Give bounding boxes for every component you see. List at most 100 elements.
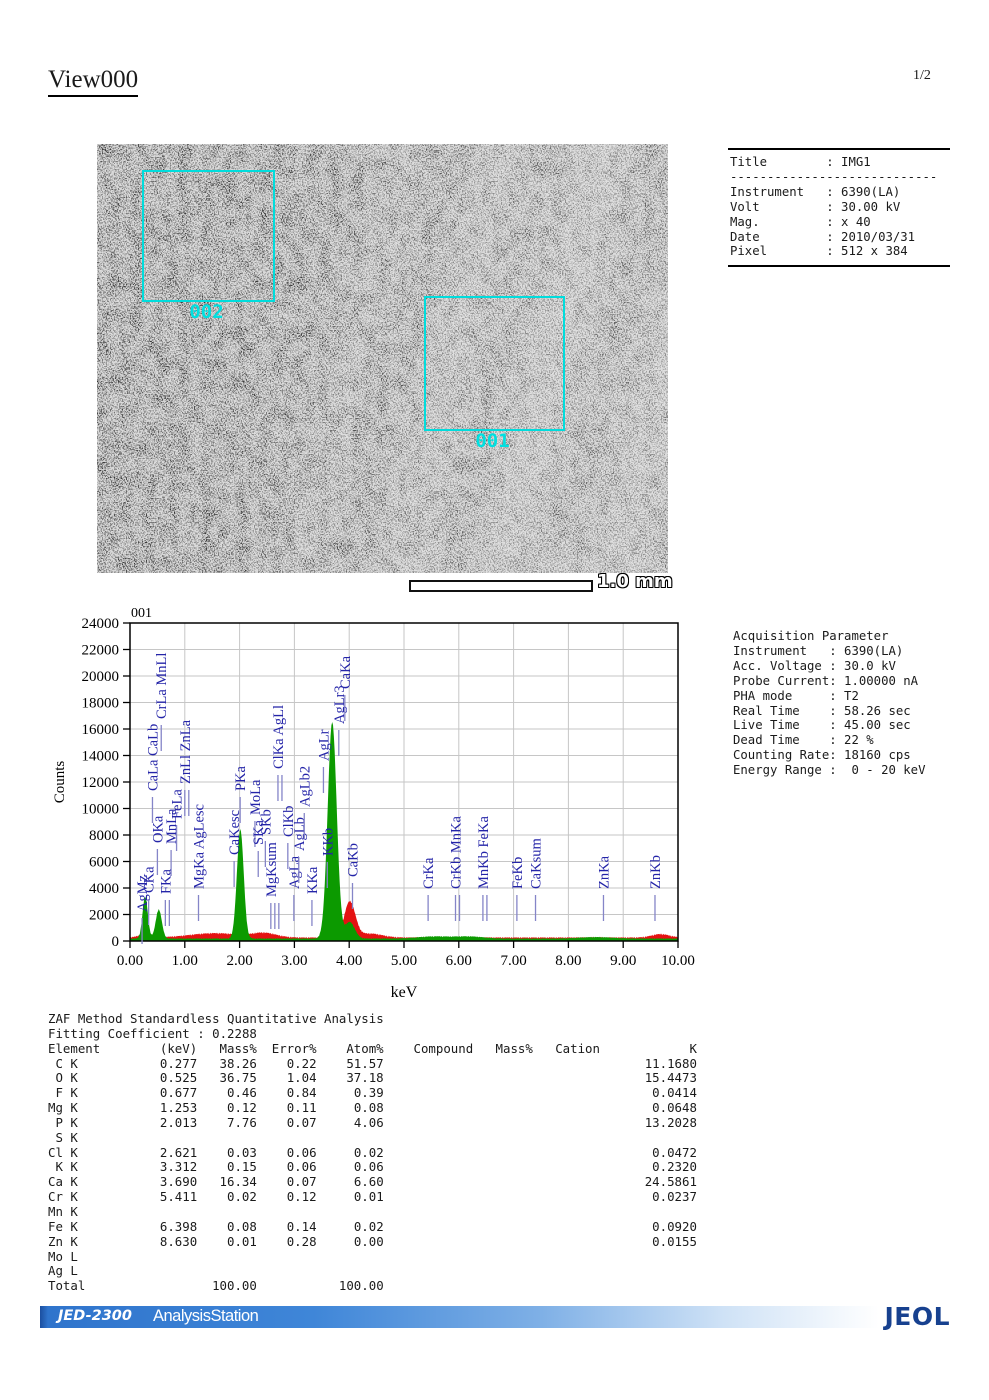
zaf-cell: 5.411 <box>159 1189 198 1205</box>
zaf-cell <box>197 1264 257 1279</box>
zaf-cell: Zn K <box>48 1233 78 1249</box>
zaf-cell: 0.2320 <box>652 1159 697 1175</box>
zaf-row: Total 100.00 100.00 <box>48 1278 697 1294</box>
zaf-cell: 6.60 <box>353 1174 384 1190</box>
zaf-cell: 0.03 <box>227 1144 257 1160</box>
zaf-cell <box>533 1250 600 1265</box>
zaf-cell <box>473 1071 533 1086</box>
zaf-cell <box>473 1160 533 1175</box>
zaf-cell <box>317 1250 384 1265</box>
zaf-cell <box>473 1250 533 1265</box>
zaf-cell <box>533 1071 600 1086</box>
zaf-cell <box>473 1279 533 1294</box>
zaf-cell: K K <box>48 1159 78 1175</box>
zaf-cell: 100.00 <box>212 1278 257 1294</box>
zaf-cell <box>317 1264 384 1279</box>
zaf-cell: 0.12 <box>286 1189 317 1205</box>
zaf-cell <box>317 1205 384 1220</box>
zaf-cell <box>197 1205 257 1220</box>
x-axis-tick-label: 6.00 <box>446 953 472 969</box>
zaf-cell: 4.06 <box>353 1114 384 1130</box>
zaf-row: C K 0.277 38.26 0.22 51.57 11.1680 <box>48 1055 696 1072</box>
y-axis-tick-label: 16000 <box>82 722 120 738</box>
chart-region-title: 001 <box>131 606 152 621</box>
spectrum-002-red <box>130 900 678 941</box>
peak-label: AgLa <box>287 855 303 889</box>
zaf-cell: 0.15 <box>227 1159 257 1175</box>
zaf-cell: 15.4473 <box>644 1070 697 1086</box>
zaf-cell <box>384 1220 474 1235</box>
zaf-title: ZAF Method Standardless Quantitative Ana… <box>48 1011 384 1026</box>
y-axis-tick-label: 18000 <box>82 696 120 712</box>
zaf-cell <box>384 1175 474 1190</box>
peak-label: CaKa <box>338 655 354 689</box>
info-line: Instrument : 6390(LA) <box>730 184 901 199</box>
analysis-region-label-001: 001 <box>475 430 510 452</box>
zaf-cell: Atom% <box>346 1040 384 1056</box>
zaf-cell <box>197 1250 257 1265</box>
info-line: Volt : 30.00 kV <box>730 199 901 214</box>
zaf-cell: 100.00 <box>338 1278 384 1294</box>
x-axis-tick-label: 0.00 <box>117 953 143 969</box>
zaf-cell <box>123 1250 198 1265</box>
peak-label: CrKa <box>421 857 437 889</box>
zaf-cell: 0.84 <box>286 1085 317 1101</box>
zaf-cell <box>384 1279 474 1294</box>
x-axis-tick-label: 8.00 <box>555 953 581 969</box>
zaf-cell <box>533 1086 600 1101</box>
zaf-cell <box>473 1131 533 1146</box>
x-axis-tick-label: 1.00 <box>172 953 198 969</box>
zaf-cell <box>257 1279 317 1294</box>
zaf-analysis-block: ZAF Method Standardless Quantitative Ana… <box>48 1011 697 1294</box>
info-line: Date : 2010/03/31 <box>730 229 916 244</box>
zaf-row: Zn K 8.630 0.01 0.28 0.00 0.0155 <box>48 1233 697 1250</box>
sem-noise-texture <box>97 144 668 573</box>
zaf-cell <box>600 1205 697 1220</box>
zaf-cell: 0.0648 <box>652 1100 697 1116</box>
footer-product-name: JED-2300 <box>58 1308 132 1324</box>
zaf-cell: (keV) <box>159 1040 198 1056</box>
peak-label: ClKa AgLl <box>271 705 287 769</box>
zaf-row: Mn K <box>48 1204 697 1220</box>
zaf-cell: 0.0414 <box>652 1085 697 1101</box>
zaf-cell <box>123 1279 198 1294</box>
zaf-cell: 1.253 <box>159 1100 198 1116</box>
zaf-cell <box>533 1146 600 1161</box>
acquisition-line: Real Time : 58.26 sec <box>733 703 911 718</box>
peak-label: AgLb <box>292 817 308 851</box>
zaf-cell <box>600 1131 697 1146</box>
zaf-cell <box>384 1160 474 1175</box>
zaf-cell <box>473 1205 533 1220</box>
zaf-cell: 24.5861 <box>644 1174 697 1190</box>
zaf-cell: Mo L <box>48 1248 78 1264</box>
zaf-cell: 6.398 <box>159 1218 198 1234</box>
zaf-cell: Error% <box>271 1040 317 1056</box>
peak-label: SKa <box>251 819 267 845</box>
peak-label: KKb <box>320 828 336 856</box>
zaf-cell <box>123 1131 198 1146</box>
zaf-cell: 0.01 <box>353 1189 384 1205</box>
zaf-cell: 0.0920 <box>652 1218 697 1234</box>
zaf-cell <box>533 1235 600 1250</box>
zaf-row: K K 3.312 0.15 0.06 0.06 0.2320 <box>48 1159 697 1175</box>
zaf-row: F K 0.677 0.46 0.84 0.39 0.0414 <box>48 1085 697 1101</box>
zaf-cell <box>533 1131 600 1146</box>
x-axis-tick-label: 3.00 <box>281 953 307 969</box>
zaf-cell <box>473 1235 533 1250</box>
zaf-cell: C K <box>48 1055 78 1071</box>
zaf-row: P K 2.013 7.76 0.07 4.06 13.2028 <box>48 1114 696 1131</box>
acquisition-line: Dead Time : 22 % <box>733 733 874 748</box>
peak-label: MnKb FeKa <box>476 816 492 889</box>
peak-label: FKa <box>158 868 174 894</box>
zaf-cell: 51.57 <box>346 1055 384 1071</box>
zaf-cell: 0.0472 <box>652 1144 697 1160</box>
sem-micrograph: 002 001 <box>97 144 668 573</box>
zaf-cell <box>384 1057 474 1072</box>
zaf-cell <box>384 1205 474 1220</box>
zaf-cell: Mass% <box>219 1040 257 1056</box>
peak-label: ZnKa <box>596 855 612 889</box>
zaf-cell: 0.02 <box>227 1189 257 1205</box>
y-axis-tick-label: 14000 <box>82 749 120 765</box>
zaf-cell <box>533 1175 600 1190</box>
